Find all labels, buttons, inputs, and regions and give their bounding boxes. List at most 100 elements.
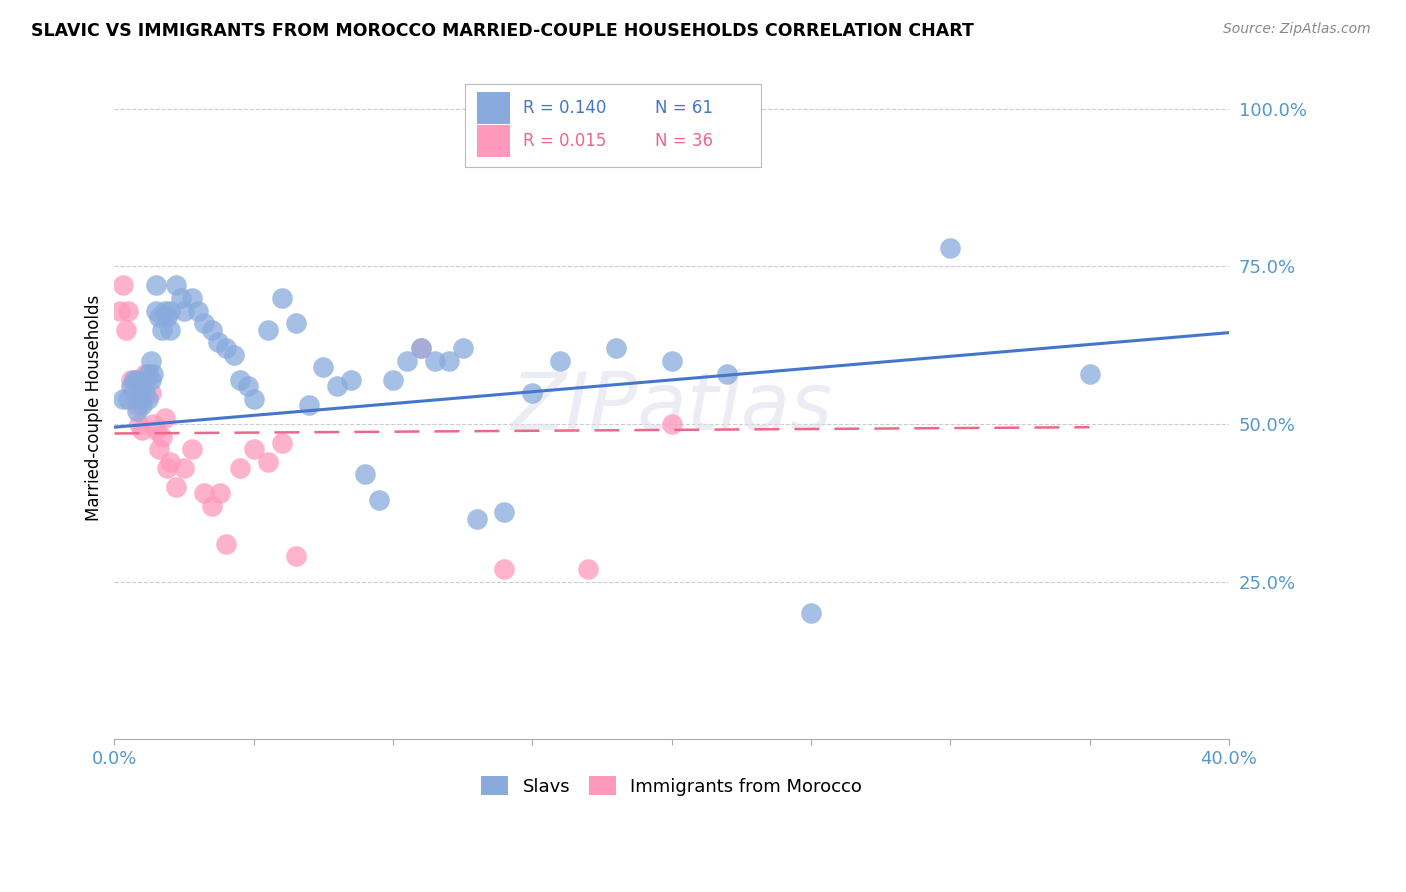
Point (125, 404, 148, 418)
Point (193, 486, 215, 500)
Point (156, 461, 179, 475)
Point (423, 354, 446, 368)
Point (131, 423, 153, 437)
Point (340, 373, 363, 387)
Point (548, 354, 571, 368)
Text: N = 36: N = 36 (655, 132, 713, 150)
Point (494, 562, 516, 576)
Point (122, 385, 145, 400)
Point (312, 360, 335, 375)
Point (142, 417, 165, 431)
Point (136, 367, 159, 381)
Point (139, 354, 162, 368)
Y-axis label: Married-couple Households: Married-couple Households (86, 295, 103, 522)
Point (395, 354, 418, 368)
Point (148, 442, 170, 457)
Legend: Slavs, Immigrants from Morocco: Slavs, Immigrants from Morocco (474, 769, 869, 803)
Point (409, 342, 432, 356)
Point (128, 417, 150, 431)
Point (242, 392, 264, 406)
Point (145, 423, 167, 437)
Point (120, 373, 142, 387)
Point (201, 322, 224, 336)
Point (215, 537, 238, 551)
Point (131, 392, 153, 406)
Point (437, 354, 460, 368)
Point (256, 455, 278, 469)
Point (465, 511, 488, 525)
Point (661, 417, 683, 431)
Point (134, 367, 156, 381)
Point (128, 392, 150, 406)
Point (236, 379, 259, 393)
Text: R = 0.015: R = 0.015 (523, 132, 607, 150)
Point (187, 303, 209, 318)
Text: Source: ZipAtlas.com: Source: ZipAtlas.com (1223, 22, 1371, 37)
Point (368, 492, 391, 507)
Point (145, 278, 167, 293)
Point (451, 342, 474, 356)
FancyBboxPatch shape (465, 84, 761, 167)
Point (148, 310, 170, 324)
Text: R = 0.140: R = 0.140 (523, 99, 607, 117)
Point (111, 278, 134, 293)
Point (108, 303, 131, 318)
Point (354, 467, 377, 482)
Point (181, 442, 204, 457)
Point (1078, 367, 1101, 381)
Point (209, 486, 232, 500)
Point (326, 379, 349, 393)
Point (170, 291, 193, 305)
Point (716, 367, 738, 381)
Point (117, 303, 139, 318)
Point (150, 322, 173, 336)
Point (153, 303, 176, 318)
Point (522, 385, 544, 400)
Point (284, 316, 307, 330)
Point (298, 398, 321, 412)
Point (134, 385, 156, 400)
Point (224, 348, 246, 362)
FancyBboxPatch shape (477, 125, 510, 157)
Point (229, 373, 252, 387)
Point (139, 385, 162, 400)
Point (201, 499, 224, 513)
Point (125, 398, 148, 412)
FancyBboxPatch shape (477, 92, 510, 124)
Point (122, 373, 145, 387)
Point (150, 430, 173, 444)
Text: SLAVIC VS IMMIGRANTS FROM MOROCCO MARRIED-COUPLE HOUSEHOLDS CORRELATION CHART: SLAVIC VS IMMIGRANTS FROM MOROCCO MARRIE… (31, 22, 974, 40)
Point (284, 549, 307, 564)
Point (193, 316, 215, 330)
Point (800, 606, 823, 620)
Point (159, 322, 181, 336)
Point (181, 291, 204, 305)
Point (173, 303, 195, 318)
Point (156, 310, 179, 324)
Point (131, 398, 153, 412)
Point (145, 303, 167, 318)
Point (153, 410, 176, 425)
Point (136, 392, 159, 406)
Point (159, 303, 181, 318)
Point (120, 379, 142, 393)
Point (409, 342, 432, 356)
Point (114, 322, 136, 336)
Point (215, 342, 238, 356)
Point (131, 379, 153, 393)
Point (661, 354, 683, 368)
Point (576, 562, 599, 576)
Point (173, 461, 195, 475)
Point (165, 480, 187, 494)
Point (270, 291, 292, 305)
Text: N = 61: N = 61 (655, 99, 713, 117)
Point (136, 367, 159, 381)
Text: ZIPatlas: ZIPatlas (510, 369, 832, 447)
Point (270, 436, 292, 450)
Point (229, 461, 252, 475)
Point (605, 342, 627, 356)
Point (382, 373, 405, 387)
Point (125, 373, 148, 387)
Point (242, 442, 264, 457)
Point (494, 505, 516, 519)
